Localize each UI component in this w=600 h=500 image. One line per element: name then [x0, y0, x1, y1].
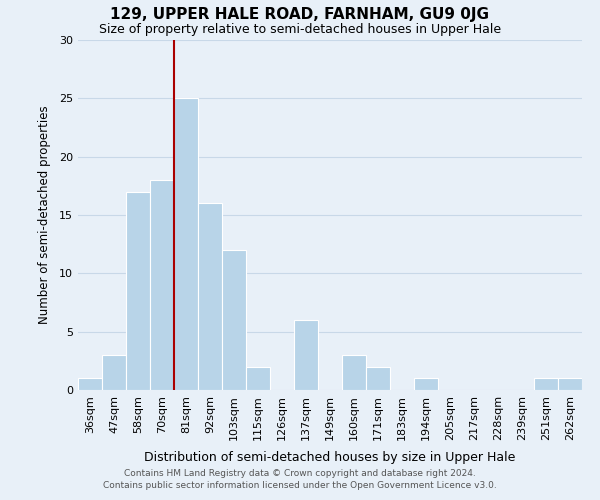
Bar [102, 355, 126, 390]
Text: Size of property relative to semi-detached houses in Upper Hale: Size of property relative to semi-detach… [99, 22, 501, 36]
Bar [198, 204, 222, 390]
Bar [534, 378, 558, 390]
Bar [174, 98, 198, 390]
X-axis label: Distribution of semi-detached houses by size in Upper Hale: Distribution of semi-detached houses by … [145, 451, 515, 464]
Text: Contains HM Land Registry data © Crown copyright and database right 2024.
Contai: Contains HM Land Registry data © Crown c… [103, 468, 497, 490]
Bar [222, 250, 246, 390]
Bar [126, 192, 150, 390]
Bar [366, 366, 390, 390]
Bar [414, 378, 438, 390]
Bar [294, 320, 318, 390]
Text: 129, UPPER HALE ROAD, FARNHAM, GU9 0JG: 129, UPPER HALE ROAD, FARNHAM, GU9 0JG [110, 8, 490, 22]
Bar [342, 355, 366, 390]
Bar [246, 366, 270, 390]
Bar [78, 378, 102, 390]
Bar [558, 378, 582, 390]
Y-axis label: Number of semi-detached properties: Number of semi-detached properties [38, 106, 50, 324]
Bar [150, 180, 174, 390]
